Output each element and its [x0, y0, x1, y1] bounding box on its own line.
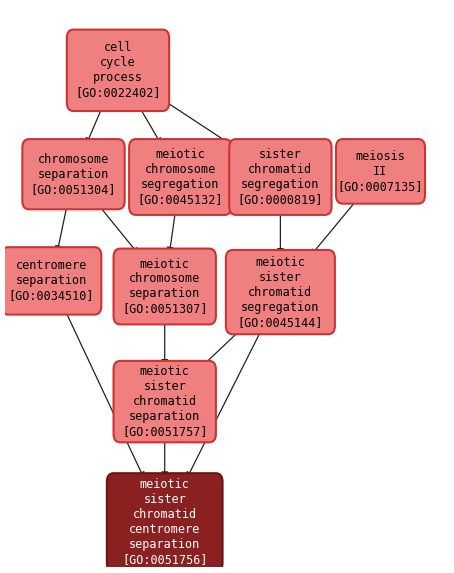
Text: meiotic
chromosome
separation
[GO:0051307]: meiotic chromosome separation [GO:005130… [122, 257, 207, 316]
FancyBboxPatch shape [107, 473, 222, 571]
Text: meiosis
II
[GO:0007135]: meiosis II [GO:0007135] [338, 150, 423, 193]
Text: chromosome
separation
[GO:0051304]: chromosome separation [GO:0051304] [31, 152, 116, 196]
Text: meiotic
sister
chromatid
centromere
separation
[GO:0051756]: meiotic sister chromatid centromere sepa… [122, 478, 207, 566]
FancyBboxPatch shape [226, 250, 335, 334]
FancyBboxPatch shape [1, 247, 101, 315]
Text: cell
cycle
process
[GO:0022402]: cell cycle process [GO:0022402] [75, 41, 161, 99]
FancyBboxPatch shape [114, 361, 216, 442]
FancyBboxPatch shape [336, 139, 425, 203]
FancyBboxPatch shape [129, 139, 232, 215]
Text: centromere
separation
[GO:0034510]: centromere separation [GO:0034510] [9, 260, 94, 303]
Text: meiotic
chromosome
segregation
[GO:0045132]: meiotic chromosome segregation [GO:00451… [138, 148, 223, 206]
Text: meiotic
sister
chromatid
separation
[GO:0051757]: meiotic sister chromatid separation [GO:… [122, 365, 207, 438]
FancyBboxPatch shape [22, 139, 125, 209]
FancyBboxPatch shape [229, 139, 331, 215]
Text: meiotic
sister
chromatid
segregation
[GO:0045144]: meiotic sister chromatid segregation [GO… [237, 256, 323, 328]
Text: sister
chromatid
segregation
[GO:0000819]: sister chromatid segregation [GO:0000819… [237, 148, 323, 206]
FancyBboxPatch shape [114, 249, 216, 324]
FancyBboxPatch shape [67, 30, 169, 111]
